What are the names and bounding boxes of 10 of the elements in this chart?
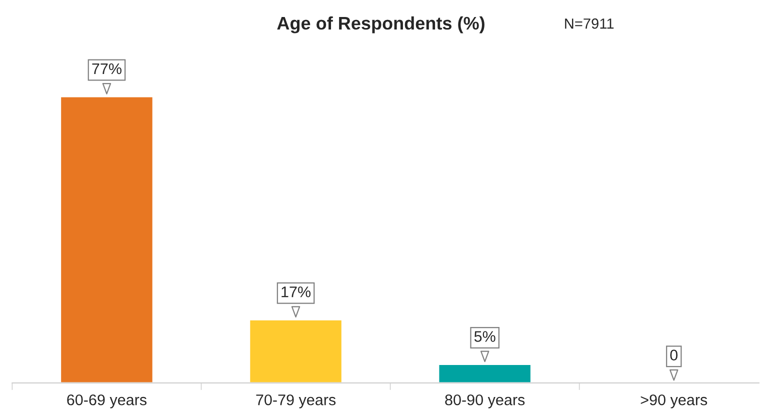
x-tick-label: 70-79 years [256, 394, 336, 408]
x-tick-label: >90 years [640, 394, 708, 408]
text: N=7911 [565, 18, 614, 29]
x-tick-label: 80-90 years [445, 394, 525, 408]
data-label: 5% [474, 331, 496, 342]
chart-title: Age of Respondents (%) [277, 16, 484, 34]
data-label: 77% [92, 63, 122, 74]
data-label: 0 [670, 350, 678, 360]
x-tick-label: 60-69 years [67, 394, 147, 408]
data-label: 17% [282, 286, 311, 298]
